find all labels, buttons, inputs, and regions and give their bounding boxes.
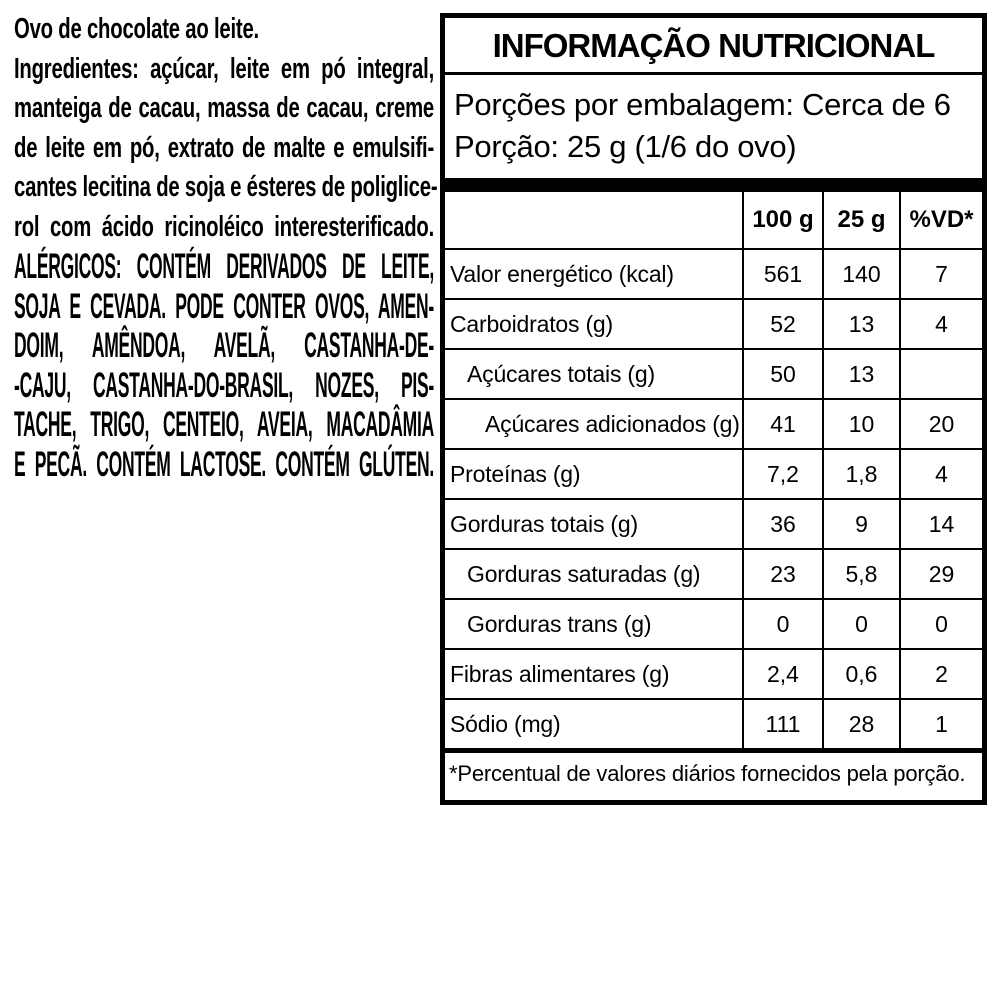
nutrition-title: INFORMAÇÃO NUTRICIONAL xyxy=(445,18,982,75)
table-row: Valor energético (kcal) 561 140 7 xyxy=(445,249,982,300)
nutrient-column-header xyxy=(445,192,743,250)
row-value: 2 xyxy=(899,649,982,700)
row-label: Açúcares totais (g) xyxy=(445,349,743,400)
row-label: Sódio (mg) xyxy=(450,710,561,737)
row-value: 0 xyxy=(742,599,823,650)
column-header-100g: 100 g xyxy=(742,192,823,250)
table-row: Gorduras saturadas (g) 23 5,8 29 xyxy=(445,549,982,600)
row-value: 20 xyxy=(899,399,982,450)
ingredients-first-text: açúcar, leite em pó integral, xyxy=(150,52,434,85)
table-row: Proteínas (g) 7,2 1,8 4 xyxy=(445,449,982,500)
row-value: 10 xyxy=(822,399,900,450)
ingredients-line: Ingredientes: açúcar, leite em pó integr… xyxy=(14,50,434,90)
row-value: 0 xyxy=(899,599,982,650)
servings-per-package: Porções por embalagem: Cerca de 6 xyxy=(454,87,951,122)
allergens-line: DOIM, AMÊNDOA, AVELÃ, CASTANHA-DE- xyxy=(14,326,434,365)
portion-size: Porção: 25 g (1/6 do ovo) xyxy=(454,129,797,164)
row-value: 4 xyxy=(899,449,982,500)
product-name: Ovo de chocolate ao leite. xyxy=(14,13,259,45)
footnote-divider xyxy=(445,748,982,753)
row-value: 13 xyxy=(822,349,900,400)
table-row: Fibras alimentares (g) 2,4 0,6 2 xyxy=(445,649,982,700)
row-value: 13 xyxy=(822,299,900,350)
row-value xyxy=(899,349,982,400)
table-row: Gorduras trans (g) 0 0 0 xyxy=(445,599,982,650)
ingredients-label: Ingredientes: xyxy=(14,52,139,85)
divider-bar xyxy=(445,178,982,192)
row-value: 140 xyxy=(822,249,900,300)
row-value: 50 xyxy=(742,349,823,400)
row-value: 1,8 xyxy=(822,449,900,500)
row-label: Proteínas (g) xyxy=(445,449,743,500)
ingredients-line: de leite em pó, extrato de malte e emuls… xyxy=(14,131,434,164)
row-value: 111 xyxy=(742,699,823,748)
row-value: 28 xyxy=(822,699,900,748)
table-row: Gorduras totais (g) 36 9 14 xyxy=(445,499,982,550)
allergens-line: -CAJU, CASTANHA-DO-BRASIL, NOZES, PIS- xyxy=(14,365,434,405)
row-value: 1 xyxy=(899,699,982,748)
allergens-line: ALÉRGICOS: CONTÉM DERIVADOS DE LEITE, xyxy=(14,247,434,286)
table-header-row: 100 g 25 g %VD* xyxy=(445,192,982,250)
row-value: 36 xyxy=(742,499,823,550)
row-value: 7,2 xyxy=(742,449,823,500)
row-label: Fibras alimentares (g) xyxy=(445,649,743,700)
column-header-vd: %VD* xyxy=(899,192,982,250)
row-value: 2,4 xyxy=(742,649,823,700)
table-row: Sódio (mg) 111 28 1 xyxy=(445,699,982,748)
allergens-line: SOJA E CEVADA. PODE CONTER OVOS, AMEN- xyxy=(14,286,434,326)
table-row: Açúcares adicionados (g) 41 10 20 xyxy=(445,399,982,450)
ingredients-line: cantes lecitina de soja e ésteres de pol… xyxy=(14,171,438,203)
footnote: *Percentual de valores diários fornecido… xyxy=(449,761,966,786)
ingredients-line: rol com ácido ricinoléico interesterific… xyxy=(14,210,434,243)
allergens-line: E PECÃ. CONTÉM LACTOSE. CONTÉM GLÚTEN. xyxy=(14,444,434,484)
row-value: 14 xyxy=(899,499,982,550)
row-label: Valor energético (kcal) xyxy=(445,249,743,300)
row-label: Gorduras trans (g) xyxy=(445,599,743,650)
row-value: 561 xyxy=(742,249,823,300)
row-value: 0 xyxy=(822,599,900,650)
row-label: Gorduras totais (g) xyxy=(445,499,743,550)
ingredients-line: manteiga de cacau, massa de cacau, creme xyxy=(14,92,434,124)
allergens-line: TACHE, TRIGO, CENTEIO, AVEIA, MACADÂMIA xyxy=(14,405,434,444)
row-value: 29 xyxy=(899,549,982,600)
row-value: 9 xyxy=(822,499,900,550)
row-label: Açúcares adicionados (g) xyxy=(445,399,743,450)
ingredients-text: manteiga de cacau, massa de cacau, creme… xyxy=(14,89,438,247)
ingredients-panel: Ovo de chocolate ao leite. Ingredientes:… xyxy=(14,10,438,484)
row-label: Gorduras saturadas (g) xyxy=(445,549,743,600)
serving-info: Porções por embalagem: Cerca de 6 Porção… xyxy=(445,75,982,178)
row-value: 0,6 xyxy=(822,649,900,700)
nutrition-facts-panel: INFORMAÇÃO NUTRICIONAL Porções por embal… xyxy=(440,13,987,805)
row-value: 41 xyxy=(742,399,823,450)
nutrition-table: 100 g 25 g %VD* Valor energético (kcal) 5… xyxy=(445,192,982,748)
row-value: 52 xyxy=(742,299,823,350)
row-value: 5,8 xyxy=(822,549,900,600)
row-label: Carboidratos (g) xyxy=(445,299,743,350)
row-value: 7 xyxy=(899,249,982,300)
column-header-25g: 25 g xyxy=(822,192,900,250)
row-value: 23 xyxy=(742,549,823,600)
allergens-text: ALÉRGICOS: CONTÉM DERIVADOS DE LEITE, SOJ… xyxy=(14,247,434,484)
table-row: Açúcares totais (g) 50 13 xyxy=(445,349,982,400)
row-value: 4 xyxy=(899,299,982,350)
table-row: Carboidratos (g) 52 13 4 xyxy=(445,299,982,350)
